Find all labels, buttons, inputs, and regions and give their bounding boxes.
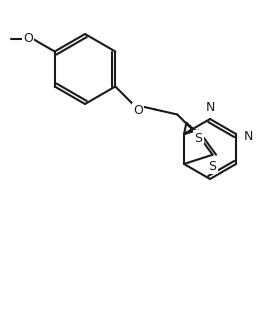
Text: N: N	[205, 101, 215, 114]
Text: O: O	[133, 105, 143, 118]
Text: S: S	[194, 132, 202, 145]
Text: N: N	[244, 130, 253, 143]
Text: S: S	[209, 160, 216, 173]
Text: O: O	[23, 32, 33, 45]
